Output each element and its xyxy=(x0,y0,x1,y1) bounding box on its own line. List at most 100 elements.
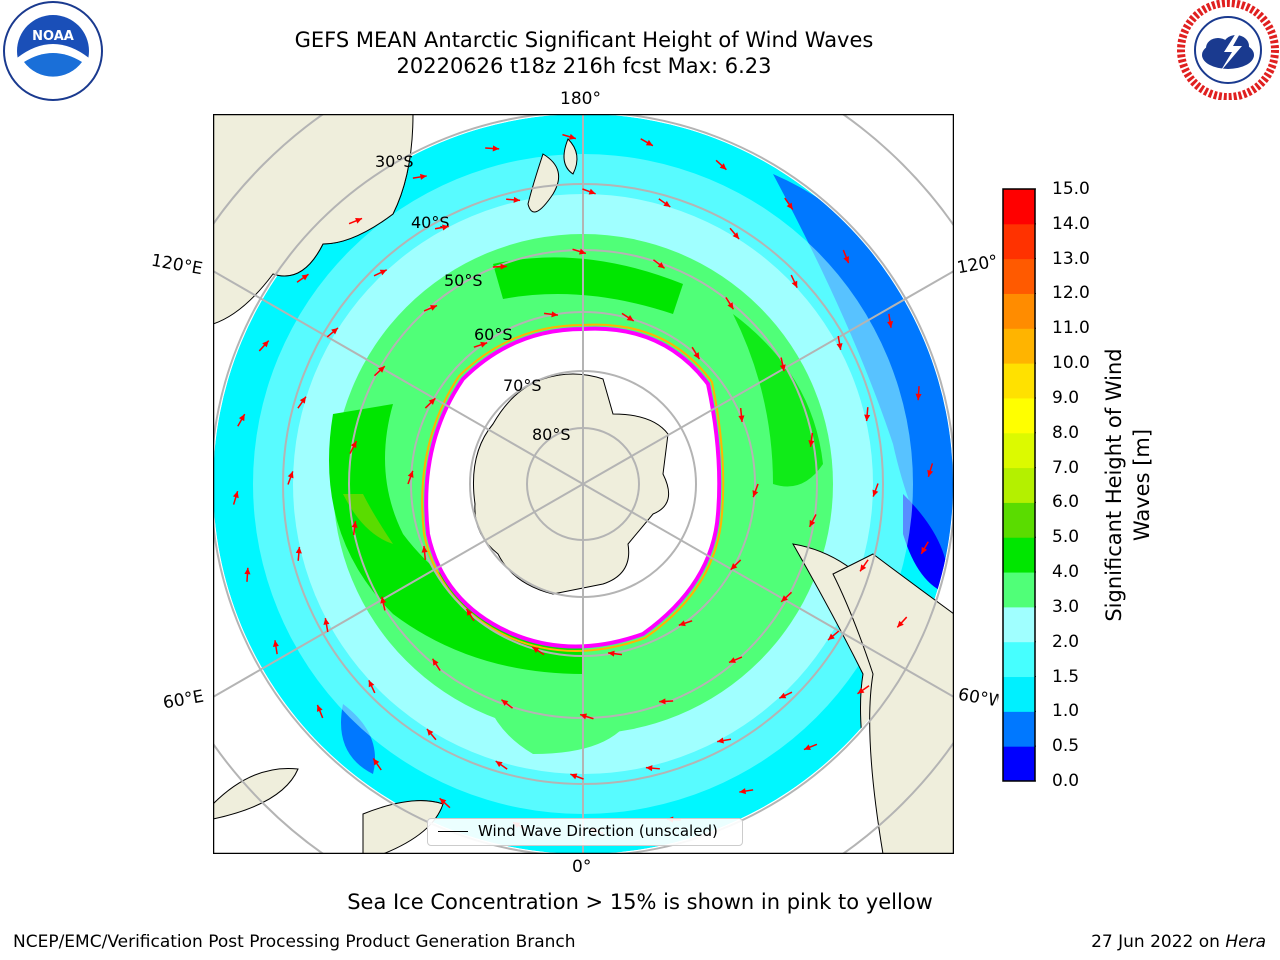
lon-label-120e: 120°E xyxy=(149,250,205,280)
wave-arrow-head xyxy=(828,633,835,641)
wave-arrow-head xyxy=(244,567,251,575)
colorbar-bin xyxy=(1003,606,1035,643)
wave-arrow-head xyxy=(626,315,634,321)
wave-arrow-head xyxy=(350,441,357,449)
wave-arrow-head xyxy=(857,687,865,694)
colorbar-bin xyxy=(1003,397,1035,434)
wave-arrow-head xyxy=(897,620,904,628)
wave-arrow-head xyxy=(588,188,596,195)
wave-arrow-head xyxy=(843,256,850,264)
wave-arrow-head xyxy=(836,343,843,350)
wave-arrow-head xyxy=(887,320,894,328)
colorbar-bin xyxy=(1003,502,1035,538)
colorbar-tick-label: 0.0 xyxy=(1052,771,1080,791)
colorbar-bin xyxy=(1003,223,1035,260)
colorbar-bin xyxy=(1003,572,1035,608)
wave-arrow-head xyxy=(738,415,745,423)
wave-arrow-head xyxy=(678,620,686,627)
chart-subtitle: 20220626 t18z 216h fcst Max: 6.23 xyxy=(396,54,772,78)
noaa-logo-text: NOAA xyxy=(32,29,74,44)
colorbar-bin xyxy=(1003,293,1035,329)
wave-arrow-head xyxy=(442,224,449,231)
wave-arrow-head xyxy=(803,744,811,751)
colorbar-tick-label: 0.5 xyxy=(1052,736,1080,757)
lon-label-180: 180° xyxy=(560,89,601,109)
colorbar-tick-label: 8.0 xyxy=(1052,422,1080,443)
wave-arrow-head xyxy=(872,489,879,497)
wave-arrow-head xyxy=(786,202,793,210)
wave-arrow-head xyxy=(808,440,815,447)
wave-arrow-head xyxy=(608,650,615,657)
wave-arrow-head xyxy=(727,302,734,310)
lat-label-70s: 70°S xyxy=(503,376,542,395)
wave-arrow-head xyxy=(717,737,724,744)
wave-arrow-head xyxy=(232,491,239,499)
colorbar-tick-label: 15.0 xyxy=(1052,179,1090,199)
wave-arrow-head xyxy=(791,280,798,288)
colorbar-bin xyxy=(1003,746,1035,782)
lat-label-50s: 50°S xyxy=(444,271,483,290)
wave-arrow-head xyxy=(730,563,738,570)
legend-label: Wind Wave Direction (unscaled) xyxy=(478,822,718,840)
wave-arrow-head xyxy=(693,352,700,360)
wave-arrow-head xyxy=(428,398,436,405)
wave-arrow-head xyxy=(466,608,473,616)
wave-arrow-head xyxy=(645,139,653,146)
map-legend: Wind Wave Direction (unscaled) xyxy=(427,818,743,846)
wave-arrow-head xyxy=(921,546,928,554)
wave-arrow-head xyxy=(430,305,438,311)
colorbar-title: Significant Height of Wind Waves [m] xyxy=(1102,348,1154,622)
lat-label-80s: 80°S xyxy=(532,425,571,444)
wave-arrow-head xyxy=(373,758,380,766)
wave-arrow-head xyxy=(568,133,576,140)
wave-arrow-head xyxy=(368,680,375,688)
wave-arrow-head xyxy=(316,704,323,712)
colorbar-bin xyxy=(1003,711,1035,747)
credit-host: Hera xyxy=(1225,932,1266,952)
wave-arrow-head xyxy=(752,490,759,498)
colorbar-tick-label: 1.0 xyxy=(1052,701,1080,722)
wave-arrow-head xyxy=(781,595,788,602)
lon-label-60e: 60°E xyxy=(161,686,206,714)
polar-map: 30°S 40°S 50°S 60°S 70°S 80°S xyxy=(213,114,954,854)
wave-arrow-head xyxy=(915,393,922,401)
wave-arrow-head xyxy=(779,692,787,699)
colorbar-bin xyxy=(1003,363,1035,399)
colorbar-tick-label: 12.0 xyxy=(1052,283,1090,304)
wave-arrow-head xyxy=(323,618,330,625)
lon-label-120w: 120°W xyxy=(955,251,999,279)
colorbar-tick-label: 14.0 xyxy=(1052,213,1090,234)
wave-arrow-head xyxy=(378,366,385,373)
noaa-logo: NOAA xyxy=(3,1,103,101)
wave-arrow-head xyxy=(272,640,279,648)
wave-arrow-head xyxy=(779,364,786,372)
wave-arrow-head xyxy=(351,521,358,528)
wave-arrow-head xyxy=(645,765,653,772)
wave-arrow-head xyxy=(500,263,507,270)
colorbar-tick-label: 13.0 xyxy=(1052,248,1090,269)
wave-arrow-head xyxy=(495,761,503,768)
sea-ice-note: Sea Ice Concentration > 15% is shown in … xyxy=(347,890,933,914)
wave-arrow-head xyxy=(295,546,302,554)
colorbar-tick-label: 5.0 xyxy=(1052,527,1080,548)
wave-arrow-head xyxy=(532,647,540,653)
wave-arrow-head xyxy=(728,657,736,663)
wave-arrow-head xyxy=(663,200,671,207)
colorbar-bin xyxy=(1003,189,1035,225)
wave-arrow-head xyxy=(864,414,871,422)
legend-line-sample xyxy=(438,831,468,832)
wave-arrow-head xyxy=(580,713,588,720)
wave-arrow-head xyxy=(419,173,427,180)
wave-arrow-head xyxy=(860,564,867,572)
wave-arrow-head xyxy=(407,470,414,478)
wave-arrow-head xyxy=(809,519,816,527)
colorbar-bin xyxy=(1003,676,1035,712)
nws-logo xyxy=(1177,0,1279,100)
wave-arrow-head xyxy=(331,327,338,335)
colorbar-tick-label: 2.0 xyxy=(1052,631,1080,652)
colorbar-tick-label: 6.0 xyxy=(1052,492,1080,513)
chart-title: GEFS MEAN Antarctic Significant Height o… xyxy=(294,28,874,52)
wave-arrow-head xyxy=(439,798,447,805)
wave-arrow-head xyxy=(732,232,740,239)
wave-arrow-head xyxy=(570,773,578,780)
